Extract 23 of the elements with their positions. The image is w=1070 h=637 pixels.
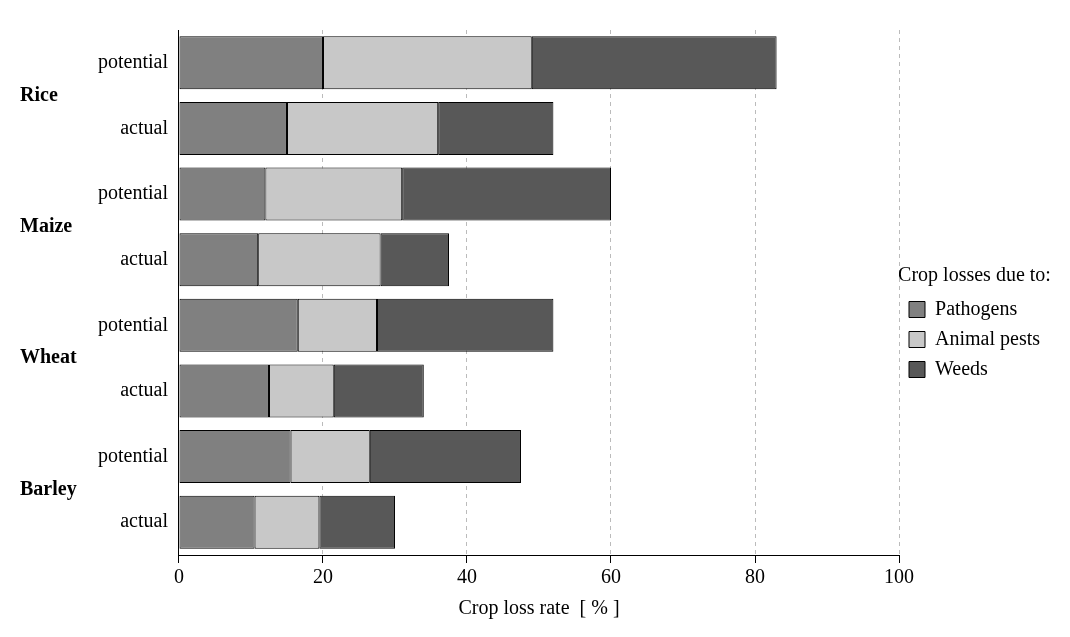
x-tick-label: 60: [601, 565, 621, 588]
y-tick-label: actual: [120, 115, 169, 138]
legend-title: Crop losses due to:: [898, 262, 1051, 286]
y-tick-label: potential: [98, 312, 169, 336]
y-tick-label: potential: [98, 50, 169, 74]
x-tick-label: 20: [312, 565, 333, 588]
x-tick-label: 0: [173, 565, 184, 588]
x-tick-label: 40: [456, 565, 477, 588]
x-tick-label: 80: [745, 565, 765, 588]
y-tick-label: actual: [120, 246, 169, 269]
y-tick-label: actual: [120, 378, 169, 401]
text: Maize: [20, 214, 73, 237]
legend-label: Weeds: [935, 356, 989, 379]
y-tick-label: potential: [98, 181, 169, 205]
y-tick-label: potential: [98, 443, 169, 467]
text: Barley: [20, 476, 77, 500]
text: Wheat: [20, 345, 77, 368]
legend-label: Animal pests: [935, 326, 1041, 350]
y-tick-label: actual: [120, 509, 169, 532]
x-axis-title: Crop loss rate [ % ]: [458, 596, 620, 620]
x-tick-label: 100: [884, 565, 915, 588]
legend-label: Pathogens: [935, 296, 1018, 320]
text: Rice: [20, 82, 58, 105]
